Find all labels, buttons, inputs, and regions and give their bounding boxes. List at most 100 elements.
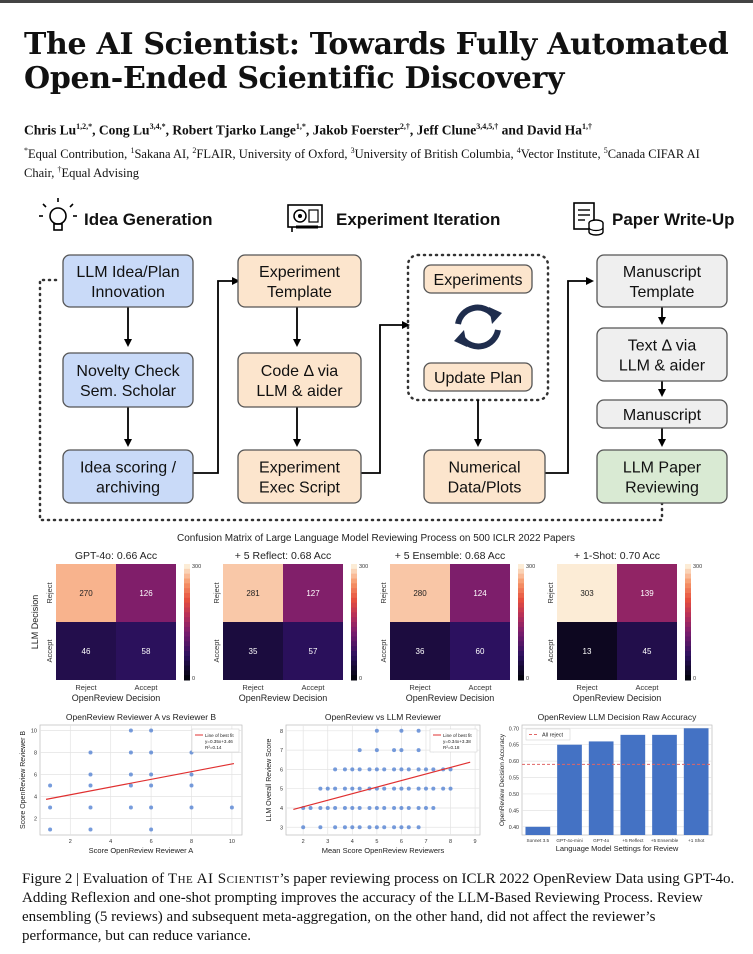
- confusion-cell: [116, 622, 176, 680]
- confusion-row-label: Reject: [379, 581, 388, 603]
- author-name: Cong Lu: [98, 122, 150, 138]
- bar-ytick: 0.65: [509, 743, 519, 749]
- scatter-legend: [191, 728, 240, 753]
- confusion-cell-value: 45: [643, 647, 652, 656]
- pipeline-box-scoring: Idea scoring / archiving: [62, 449, 194, 504]
- affiliation-mark: 4: [516, 146, 521, 155]
- author-and: and: [498, 122, 527, 138]
- colorbar-segment: [184, 578, 190, 584]
- colorbar-segment: [685, 617, 691, 623]
- scatter-point: [416, 767, 421, 772]
- scatter-point: [374, 805, 379, 810]
- scatter-point: [318, 786, 323, 791]
- confusion-cell: [450, 564, 510, 622]
- colorbar-tick-max: 300: [526, 564, 535, 570]
- author-separator: ,: [92, 122, 99, 138]
- scatter-point: [423, 767, 428, 772]
- colorbar-segment: [518, 583, 524, 589]
- lightbulb-icon: [39, 198, 77, 231]
- bar-category-label: GPT-4o-mini: [556, 838, 582, 843]
- colorbar-segment: [518, 636, 524, 642]
- confusion-cell: [223, 564, 283, 622]
- scatter-point: [367, 825, 372, 830]
- scatter-point: [325, 805, 330, 810]
- scatter-point: [189, 783, 194, 788]
- bar: [620, 734, 646, 835]
- scatter-point: [392, 825, 397, 830]
- author-affiliation-mark: 2,†: [399, 122, 410, 131]
- scatter-point: [406, 805, 411, 810]
- scatter-point: [318, 825, 323, 830]
- colorbar-segment: [184, 573, 190, 579]
- scatter-point: [149, 728, 154, 733]
- legend-entry: Line of best fit: [443, 733, 472, 738]
- confusion-cell-value: 35: [249, 647, 258, 656]
- pipeline-box-text-delta: Text Δ via LLM & aider: [596, 327, 728, 382]
- colorbar-segment: [685, 564, 691, 570]
- confusion-col-label: Accept: [302, 683, 326, 692]
- scatter-xtick: 10: [229, 839, 235, 845]
- pipeline-box-label: Manuscript: [623, 264, 702, 281]
- colorbar-segment: [518, 651, 524, 657]
- scatter-point: [382, 767, 387, 772]
- pipeline-box-label: Template: [267, 284, 332, 301]
- confusion-col-label: Accept: [135, 683, 159, 692]
- affiliations: *Equal Contribution, 1Sakana AI, 2FLAIR,…: [24, 143, 724, 181]
- colorbar-segment: [518, 578, 524, 584]
- affiliation-text: University of British Columbia,: [354, 147, 517, 162]
- pipeline-box-label: Experiments: [434, 272, 523, 289]
- pipeline-box-label: LLM & aider: [256, 383, 343, 400]
- colorbar-segment: [184, 597, 190, 604]
- confusion-xlabel: OpenReview Decision: [406, 693, 495, 703]
- scatter-point: [399, 786, 404, 791]
- colorbar-segment: [685, 607, 691, 613]
- bar: [588, 741, 614, 835]
- colorbar-segment: [518, 612, 524, 618]
- colorbar-segment: [351, 636, 357, 642]
- colorbar-segment: [351, 588, 357, 594]
- colorbar-tick-max: 300: [192, 564, 201, 570]
- colorbar-segment: [184, 568, 190, 575]
- scatter-point: [229, 805, 234, 810]
- bar-ytick: 0.55: [509, 776, 519, 782]
- colorbar-segment: [184, 646, 190, 652]
- pipeline-box-label: Sem. Scholar: [80, 383, 177, 400]
- scatter-point: [382, 825, 387, 830]
- legend-entry: y=0.34x+3.38: [443, 739, 471, 744]
- bar: [652, 734, 677, 835]
- scatter-point: [149, 827, 154, 832]
- colorbar-segment: [685, 588, 691, 594]
- colorbar-segment: [685, 612, 691, 618]
- scatter-point: [128, 772, 133, 777]
- colorbar-segment: [184, 636, 190, 642]
- confusion-cell: [390, 564, 450, 622]
- pipeline-arrows: [124, 277, 666, 474]
- colorbar-segment: [685, 597, 691, 604]
- pipeline-box-label: Innovation: [91, 284, 165, 301]
- pipeline-box-label: archiving: [96, 480, 160, 497]
- scatter-point: [333, 786, 338, 791]
- scatter-point: [88, 783, 93, 788]
- scatter-point: [392, 748, 397, 753]
- colorbar-segment: [351, 622, 357, 628]
- scatter-point: [189, 805, 194, 810]
- confusion-matrix-panel: + 5 Ensemble: 0.68 Acc 280 124 36 60 Reject Ac…: [379, 550, 535, 703]
- colorbar-segment: [518, 631, 524, 637]
- scatter-point: [342, 825, 347, 830]
- scatter-point: [416, 805, 421, 810]
- author-name: Jeff Clune: [416, 122, 477, 138]
- section-label-idea-generation: Idea Generation: [84, 210, 212, 229]
- refresh-cycle-icon: [454, 304, 502, 350]
- figure-caption: Figure 2 | Evaluation of The AI Scientis…: [22, 870, 737, 946]
- scatter-point: [382, 805, 387, 810]
- colorbar-segment: [184, 612, 190, 618]
- scatter-point: [350, 825, 355, 830]
- scatter-point: [392, 786, 397, 791]
- colorbar-segment: [184, 641, 190, 647]
- colorbar-segment: [184, 607, 190, 613]
- author-affiliation-mark: 3,4,*: [149, 122, 166, 131]
- colorbar-segment: [518, 660, 524, 666]
- bar-category-label: +5 Reflect: [622, 838, 644, 843]
- legend-entry: R²=0.14: [205, 745, 222, 750]
- colorbar-segment: [351, 655, 357, 662]
